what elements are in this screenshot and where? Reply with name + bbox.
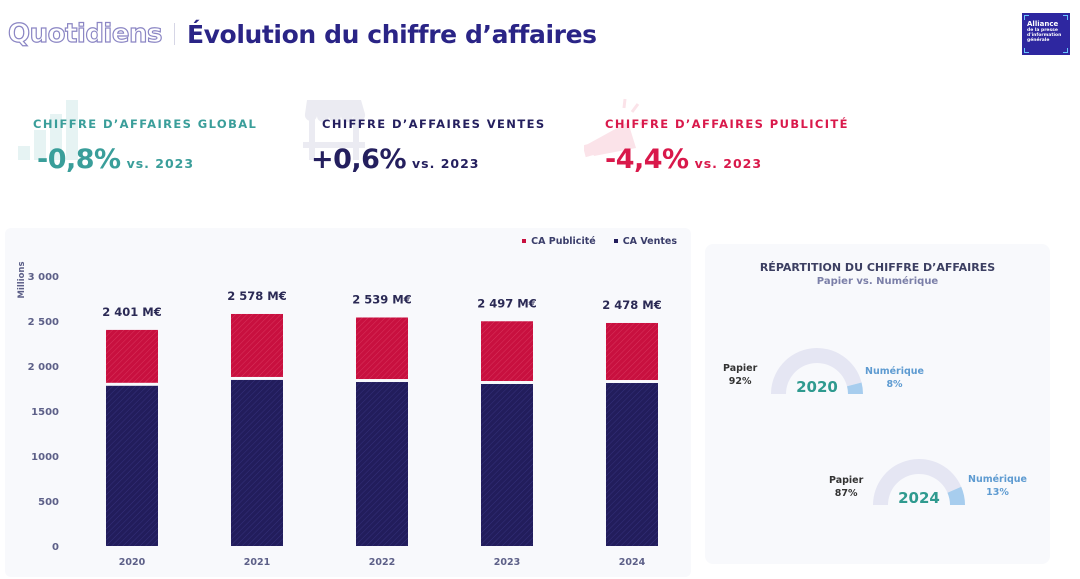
bar-ventes-2022[interactable] xyxy=(356,382,408,546)
bar-total-label: 2 478 M€ xyxy=(602,298,661,312)
logo-corner-icon xyxy=(1063,15,1068,20)
bar-publicite-2020[interactable] xyxy=(106,329,158,383)
x-tick-label: 2023 xyxy=(494,557,520,568)
bar-total-label: 2 539 M€ xyxy=(352,292,411,306)
kpi-label: CHIFFRE D’AFFAIRES VENTES xyxy=(322,117,546,131)
y-axis: Millions 0 500 1000 1500 2 000 2 500 3 000 xyxy=(17,261,59,553)
y-tick-label: 1500 xyxy=(31,407,59,418)
page-header: Quotidiens Évolution du chiffre d’affair… xyxy=(7,14,597,54)
y-tick-label: 2 000 xyxy=(28,362,59,373)
bar-total-label: 2 497 M€ xyxy=(477,296,536,310)
kpi-value: -0,8% xyxy=(37,144,121,175)
kpi-value: +0,6% xyxy=(311,144,407,175)
kpi-comparison: vs. 2023 xyxy=(412,156,480,171)
papier-name: Papier xyxy=(723,363,758,374)
page-title: Évolution du chiffre d’affaires xyxy=(186,19,597,49)
gauge-numerique-2020[interactable] xyxy=(847,382,863,394)
bar-publicite-2021[interactable] xyxy=(231,313,283,377)
gauge-year-label: 2024 xyxy=(898,489,940,507)
bar-chart-icon xyxy=(18,100,78,160)
bar-marks: 2 401 M€ 2020 2 578 M€ 2021 2 539 M€ 2022 2 49… xyxy=(102,289,661,568)
gauge-papier-2020[interactable] xyxy=(771,348,862,394)
numerique-name: Numérique xyxy=(968,474,1028,485)
kpi-comparison: vs. 2023 xyxy=(694,156,763,171)
x-tick-label: 2022 xyxy=(369,557,395,568)
bar-ventes-2023[interactable] xyxy=(481,384,533,546)
legend-item-publicite[interactable]: CA Publicité xyxy=(522,236,596,247)
logo-corner-icon xyxy=(1024,15,1029,20)
stacked-bar-chart: Millions 0 500 1000 1500 2 000 2 500 3 000 2 40… xyxy=(17,261,662,568)
y-tick-label: 1000 xyxy=(31,452,59,463)
alliance-logo: Alliance de la presse d'information géné… xyxy=(1022,13,1070,55)
kpi-value-row: +0,6% vs. 2023 xyxy=(311,144,480,175)
x-tick-label: 2020 xyxy=(119,557,146,568)
legend-label: CA Ventes xyxy=(622,236,677,247)
y-tick-label: 3 000 xyxy=(28,272,59,283)
bar-total-label: 2 578 M€ xyxy=(227,289,286,303)
kpi-ventes: CHIFFRE D’AFFAIRES VENTES +0,6% vs. 2023 xyxy=(303,96,546,186)
split-title: RÉPARTITION DU CHIFFRE D’AFFAIRES xyxy=(759,261,996,274)
chart-legend: CA Publicité CA Ventes xyxy=(522,236,677,247)
gauge-year-label: 2020 xyxy=(796,378,838,396)
papier-value: 87% xyxy=(834,488,858,499)
storefront-icon xyxy=(303,100,366,160)
bar-ventes-2020[interactable] xyxy=(106,385,158,546)
logo-line: générale xyxy=(1027,38,1050,43)
kpi-publicite: CHIFFRE D’AFFAIRES PUBLICITÉ -4,4% vs. 20… xyxy=(584,96,848,186)
bar-total-label: 2 401 M€ xyxy=(102,305,161,319)
split-gauges: 2020 2024 xyxy=(771,348,965,507)
bar-publicite-2022[interactable] xyxy=(356,317,408,380)
kpi-label: CHIFFRE D’AFFAIRES PUBLICITÉ xyxy=(605,117,849,131)
split-subtitle: Papier vs. Numérique xyxy=(816,276,939,287)
section-brand: Quotidiens xyxy=(7,18,163,49)
legend-swatch-ventes xyxy=(613,238,618,243)
y-tick-label: 500 xyxy=(38,497,59,508)
revenue-split-card: RÉPARTITION DU CHIFFRE D’AFFAIRES Papier… xyxy=(705,244,1050,564)
bar-ventes-2024[interactable] xyxy=(606,383,658,546)
papier-name: Papier xyxy=(829,475,864,486)
kpi-value: -4,4% xyxy=(605,144,689,175)
kpi-global: CHIFFRE D’AFFAIRES GLOBAL -0,8% vs. 2023 xyxy=(16,96,276,186)
x-tick-label: 2024 xyxy=(619,557,646,568)
y-tick-label: 2 500 xyxy=(28,317,59,328)
numerique-value: 13% xyxy=(986,487,1009,498)
y-tick-label: 0 xyxy=(52,542,59,553)
kpi-value-row: -0,8% vs. 2023 xyxy=(37,144,194,175)
logo-corner-icon xyxy=(1024,48,1029,53)
revenue-bar-chart-card: CA Publicité CA Ventes Millions 0 500 1000 1… xyxy=(5,228,691,577)
logo-line: de la presse xyxy=(1027,28,1058,33)
gauge-papier-2024[interactable] xyxy=(873,459,962,505)
logo-line: Alliance xyxy=(1027,20,1059,28)
legend-swatch-publicite xyxy=(522,238,527,243)
kpi-comparison: vs. 2023 xyxy=(126,156,195,171)
legend-item-ventes[interactable]: CA Ventes xyxy=(613,236,677,247)
numerique-value: 8% xyxy=(886,379,903,390)
numerique-name: Numérique xyxy=(865,366,925,377)
y-axis-label: Millions xyxy=(17,261,27,298)
logo-line: d'information xyxy=(1027,33,1062,38)
numerique-label-2024: Numérique 13% xyxy=(968,473,1027,499)
bar-publicite-2024[interactable] xyxy=(606,322,658,381)
header-divider xyxy=(173,23,175,45)
bar-publicite-2023[interactable] xyxy=(481,321,533,381)
legend-label: CA Publicité xyxy=(531,236,596,247)
numerique-label-2020: Numérique 8% xyxy=(865,365,924,391)
megaphone-icon xyxy=(584,98,650,158)
papier-label-2024: Papier 87% xyxy=(829,474,863,500)
gauge-numerique-2024[interactable] xyxy=(947,486,965,505)
bar-ventes-2021[interactable] xyxy=(231,379,283,546)
x-tick-label: 2021 xyxy=(244,557,270,568)
papier-label-2020: Papier 92% xyxy=(723,362,757,388)
kpi-value-row: -4,4% vs. 2023 xyxy=(605,144,762,175)
papier-value: 92% xyxy=(728,376,752,387)
logo-corner-icon xyxy=(1063,48,1068,53)
kpi-label: CHIFFRE D’AFFAIRES GLOBAL xyxy=(33,117,258,131)
